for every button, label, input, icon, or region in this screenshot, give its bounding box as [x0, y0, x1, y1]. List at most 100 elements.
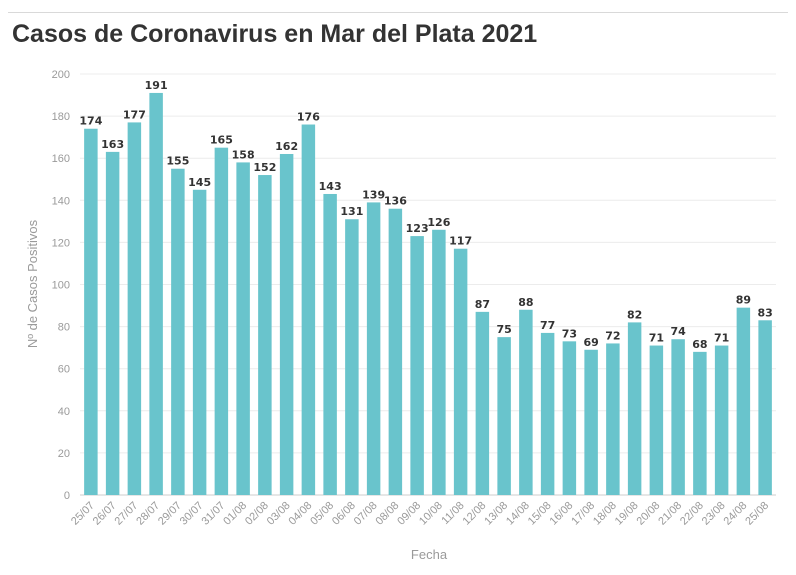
y-tick-label: 100 [52, 280, 70, 292]
bar [127, 122, 142, 495]
y-tick-label: 40 [58, 406, 70, 418]
bar-value-label: 74 [670, 325, 686, 338]
bar [714, 345, 729, 495]
bar [649, 345, 664, 495]
x-tick-label: 26/07 [91, 500, 119, 528]
bar [192, 189, 207, 495]
x-tick-label: 03/08 [265, 500, 293, 528]
bar-value-label: 177 [123, 108, 146, 121]
bar [345, 219, 359, 495]
bar [584, 349, 598, 495]
y-tick-label: 120 [52, 237, 70, 249]
bar-value-label: 145 [188, 176, 211, 189]
y-tick-label: 80 [58, 322, 70, 334]
bar-value-label: 139 [362, 188, 385, 201]
bar [627, 322, 642, 495]
y-tick-label: 20 [58, 448, 70, 460]
bar-value-label: 152 [253, 161, 276, 174]
x-tick-label: 21/08 [656, 500, 684, 528]
x-tick-label: 14/08 [504, 500, 532, 528]
x-tick-label: 31/07 [200, 500, 228, 528]
x-tick-label: 02/08 [243, 500, 271, 528]
x-tick-label: 22/08 [678, 500, 706, 528]
bar [432, 229, 446, 495]
y-tick-label: 180 [52, 111, 70, 123]
y-tick-label: 60 [58, 364, 70, 376]
bar-value-label: 83 [757, 306, 772, 319]
bar-value-label: 72 [605, 329, 620, 342]
x-tick-label: 24/08 [722, 500, 750, 528]
y-axis-ticks: 0 20 40 60 80 100 120 140 160 180 200 [52, 69, 70, 502]
bar [475, 311, 490, 495]
bar [453, 248, 468, 495]
bar-value-label: 158 [232, 148, 255, 161]
x-tick-label: 13/08 [482, 500, 510, 528]
bar-value-label: 131 [340, 205, 363, 218]
x-tick-label: 23/08 [700, 500, 728, 528]
x-tick-label: 29/07 [156, 500, 184, 528]
bar-value-label: 143 [319, 180, 342, 193]
bar-value-label: 77 [540, 319, 555, 332]
x-axis-ticks: 25/0726/0727/0728/0729/0730/0731/0701/08… [69, 500, 771, 528]
bar [736, 307, 751, 495]
bar-value-label: 71 [649, 332, 664, 345]
x-axis-title: Fecha [411, 547, 448, 562]
bar-value-label: 87 [475, 298, 490, 311]
bar [323, 193, 337, 496]
x-tick-label: 16/08 [548, 500, 576, 528]
y-tick-label: 200 [52, 69, 70, 81]
x-tick-label: 07/08 [352, 500, 380, 528]
x-tick-label: 10/08 [417, 500, 445, 528]
x-tick-label: 30/07 [178, 500, 206, 528]
bar-value-label: 191 [145, 79, 168, 92]
bar-value-label: 155 [166, 155, 189, 168]
bar-value-label: 123 [406, 222, 429, 235]
x-tick-label: 25/07 [69, 500, 97, 528]
top-divider [8, 12, 788, 13]
bar [258, 175, 272, 496]
chart-title: Casos de Coronavirus en Mar del Plata 20… [12, 20, 538, 48]
bar [410, 236, 424, 495]
bar-value-label: 117 [449, 235, 472, 248]
bar [105, 151, 120, 495]
x-tick-label: 19/08 [613, 500, 641, 528]
x-tick-label: 25/08 [743, 500, 771, 528]
bar-value-label: 176 [297, 111, 320, 124]
x-tick-label: 04/08 [287, 500, 315, 528]
bar [758, 320, 772, 495]
bar-value-label: 162 [275, 140, 298, 153]
bar-value-label: 163 [101, 138, 124, 151]
x-tick-label: 01/08 [221, 500, 249, 528]
x-tick-label: 20/08 [635, 500, 663, 528]
x-tick-label: 12/08 [461, 500, 489, 528]
bar [301, 124, 316, 496]
bar [606, 343, 620, 495]
bar-value-label: 89 [736, 294, 751, 307]
y-tick-label: 160 [52, 153, 70, 165]
y-axis-title: Nº de Casos Positivos [25, 219, 40, 348]
x-tick-label: 17/08 [569, 500, 597, 528]
bar-value-label: 136 [384, 195, 407, 208]
bar-value-label: 68 [692, 338, 707, 351]
x-tick-label: 18/08 [591, 500, 619, 528]
bar-value-label: 174 [79, 115, 102, 128]
y-tick-label: 0 [64, 490, 70, 502]
x-tick-label: 11/08 [439, 500, 466, 527]
y-tick-label: 140 [52, 195, 70, 207]
x-tick-label: 27/07 [113, 500, 141, 528]
bar [693, 351, 707, 495]
bar [497, 337, 511, 495]
bar-value-label: 82 [627, 308, 642, 321]
bar [540, 332, 555, 495]
bar [366, 202, 381, 495]
x-tick-label: 08/08 [374, 500, 402, 528]
bar [562, 341, 577, 495]
bar-value-label: 126 [427, 216, 450, 229]
bars [84, 92, 772, 496]
bar [214, 147, 229, 496]
bar [388, 208, 403, 495]
bar-value-label: 69 [583, 336, 598, 349]
bar-value-label: 73 [562, 327, 577, 340]
